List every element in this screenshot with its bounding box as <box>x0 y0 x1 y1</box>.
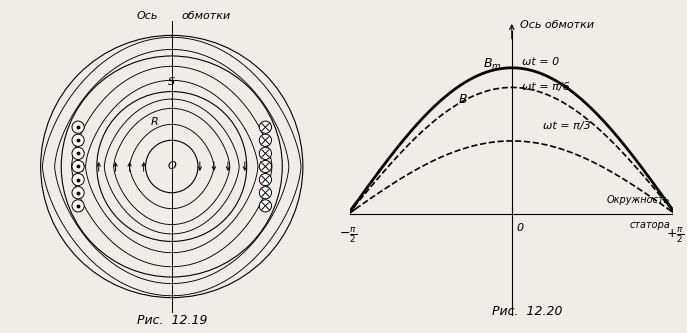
Text: R: R <box>151 117 159 127</box>
Text: обмотки: обмотки <box>181 11 230 21</box>
Circle shape <box>72 173 85 186</box>
Text: ωt = π/6: ωt = π/6 <box>522 82 570 92</box>
Text: 0: 0 <box>516 223 523 233</box>
Text: $B$: $B$ <box>458 94 468 107</box>
Text: $+\frac{\pi}{2}$: $+\frac{\pi}{2}$ <box>666 226 684 245</box>
Circle shape <box>72 121 85 133</box>
Circle shape <box>259 121 271 133</box>
Text: Рис.  12.20: Рис. 12.20 <box>492 305 563 318</box>
Text: Ось: Ось <box>136 11 158 21</box>
Circle shape <box>72 200 85 212</box>
Text: S: S <box>168 77 175 87</box>
Circle shape <box>259 161 271 172</box>
Text: Ось обмотки: Ось обмотки <box>520 20 594 30</box>
Circle shape <box>72 147 85 160</box>
Circle shape <box>259 186 271 199</box>
Text: $B_m$: $B_m$ <box>483 57 502 73</box>
Text: ωt = π/3: ωt = π/3 <box>543 121 591 131</box>
Text: $-\frac{\pi}{2}$: $-\frac{\pi}{2}$ <box>339 226 357 245</box>
Text: статора: статора <box>629 220 670 230</box>
Text: Окружность: Окружность <box>607 195 670 205</box>
Text: Рис.  12.19: Рис. 12.19 <box>137 314 207 327</box>
Circle shape <box>259 200 271 212</box>
Circle shape <box>72 161 85 172</box>
Text: O: O <box>168 162 176 171</box>
Text: ωt = 0: ωt = 0 <box>522 57 559 67</box>
Circle shape <box>72 134 85 147</box>
Circle shape <box>259 147 271 160</box>
Circle shape <box>259 173 271 186</box>
Circle shape <box>259 134 271 147</box>
Circle shape <box>72 186 85 199</box>
